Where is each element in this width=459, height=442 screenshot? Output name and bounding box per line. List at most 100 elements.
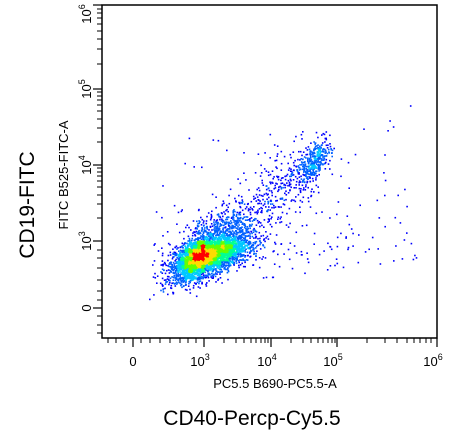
event-dot (184, 248, 187, 250)
event-dot (173, 268, 176, 270)
event-dot (201, 230, 203, 232)
event-dot (192, 261, 195, 264)
event-dot (180, 255, 182, 257)
event-dot (211, 265, 214, 268)
event-dot (243, 216, 246, 218)
event-dot (206, 251, 209, 254)
event-dot (180, 271, 182, 273)
event-dot (204, 269, 207, 271)
event-dot (205, 262, 207, 265)
event-dot (215, 244, 217, 246)
event-dot (191, 255, 194, 258)
event-dot (193, 239, 196, 242)
event-dot (255, 245, 258, 248)
event-dot (202, 244, 204, 246)
event-dot (183, 256, 185, 259)
event-dot (224, 223, 226, 226)
event-dot (165, 269, 168, 272)
event-dot (203, 239, 205, 241)
event-dot (201, 250, 204, 253)
event-dot (202, 248, 205, 251)
event-dot (221, 250, 223, 252)
event-dot (184, 271, 187, 274)
event-dot (197, 278, 200, 281)
event-dot (229, 245, 231, 247)
event-dot (199, 237, 202, 239)
event-dot (167, 265, 169, 267)
event-dot (209, 244, 211, 247)
event-dot (229, 263, 231, 265)
event-dot (213, 245, 216, 248)
event-dot (249, 224, 251, 227)
event-dot (241, 228, 244, 231)
event-dot (222, 244, 225, 247)
event-dot (178, 258, 180, 260)
event-dot (212, 255, 215, 258)
event-dot (227, 258, 230, 261)
event-dot (216, 234, 218, 236)
event-dot (173, 275, 176, 277)
event-dot (180, 277, 183, 280)
event-dot (211, 272, 213, 275)
event-dot (213, 224, 216, 227)
event-dot (175, 252, 178, 255)
event-dot (226, 260, 228, 263)
event-dot (224, 213, 226, 215)
event-dot (255, 240, 258, 243)
event-dot (190, 246, 192, 248)
event-dot (180, 259, 182, 261)
event-dot (220, 243, 222, 245)
event-dot (209, 232, 212, 235)
event-dot (229, 264, 232, 267)
event-dot (219, 254, 221, 256)
event-dot (178, 252, 181, 254)
event-dot (200, 238, 203, 241)
event-dot (206, 264, 208, 266)
event-dot (175, 269, 178, 272)
event-dot (217, 265, 219, 268)
event-dot (172, 256, 174, 258)
event-dot (198, 248, 200, 251)
event-dot (195, 230, 198, 233)
event-dot (179, 273, 182, 275)
event-dot (216, 273, 218, 275)
event-dot (185, 258, 187, 260)
event-dot (211, 262, 214, 264)
event-dot (183, 243, 185, 245)
event-dot (213, 255, 216, 258)
event-dot (195, 260, 198, 263)
event-dot (204, 255, 207, 258)
event-dot (209, 258, 212, 260)
event-dot (166, 278, 169, 280)
event-dot (215, 234, 217, 237)
event-dot (259, 225, 261, 228)
event-dot (177, 272, 179, 274)
event-dot (226, 237, 228, 239)
event-dot (208, 268, 211, 270)
event-dot (229, 259, 231, 262)
event-dot (230, 221, 233, 224)
event-dot (263, 238, 266, 240)
event-dot (214, 263, 217, 265)
event-dot (216, 241, 219, 244)
event-dot (205, 222, 208, 225)
event-dot (175, 267, 178, 270)
event-dot (192, 232, 194, 234)
event-dot (243, 247, 246, 249)
event-dot (225, 218, 227, 221)
event-dot (234, 248, 236, 251)
event-dot (181, 259, 184, 262)
event-dot (213, 229, 215, 231)
event-dot (202, 276, 204, 278)
event-dot (170, 261, 172, 263)
event-dot (241, 226, 243, 228)
event-dot (201, 241, 204, 244)
event-dot (214, 231, 216, 233)
event-dot (168, 283, 170, 286)
event-dot (249, 252, 251, 254)
event-dot (227, 210, 229, 213)
event-dot (236, 238, 239, 240)
event-dot (190, 257, 192, 259)
event-dot (197, 252, 199, 254)
event-dot (244, 238, 246, 241)
